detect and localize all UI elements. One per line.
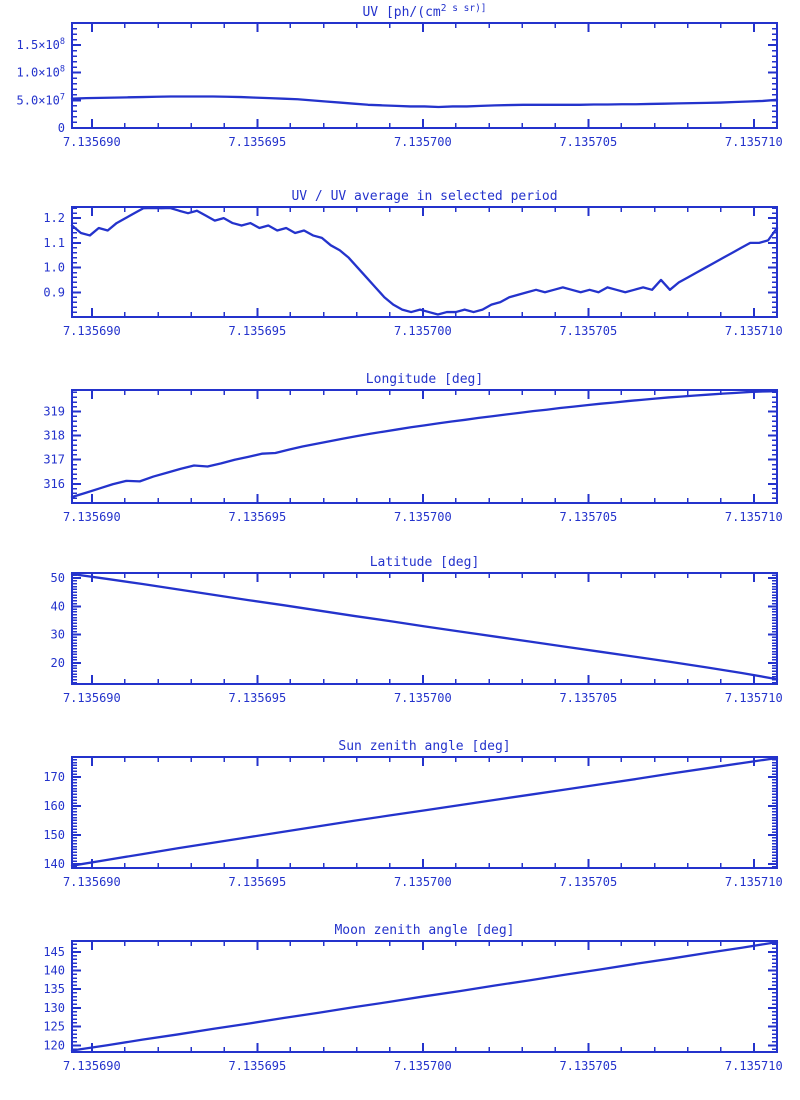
x-tick-label: 7.135690 bbox=[63, 875, 121, 889]
x-tick-label: 7.135710 bbox=[725, 510, 783, 524]
x-tick-label: 7.135695 bbox=[228, 691, 286, 705]
y-tick-label: 125 bbox=[43, 1020, 65, 1034]
x-tick-label: 7.135695 bbox=[228, 135, 286, 149]
y-tick-label: 318 bbox=[43, 429, 65, 443]
x-tick-label: 7.135695 bbox=[228, 1059, 286, 1073]
x-tick-label: 7.135700 bbox=[394, 691, 452, 705]
axis-frame bbox=[71, 389, 778, 504]
axis-frame bbox=[71, 756, 778, 869]
y-tick-label: 145 bbox=[43, 945, 65, 959]
data-line bbox=[70, 940, 779, 1052]
y-tick-label: 5.0×107 bbox=[17, 92, 65, 107]
chart-title: UV [ph/(cm2 s sr)] bbox=[362, 3, 486, 20]
y-tick-label: 319 bbox=[43, 405, 65, 419]
y-tick-label: 0 bbox=[58, 121, 65, 135]
y-tick-label: 150 bbox=[43, 828, 65, 842]
y-tick-label: 317 bbox=[43, 453, 65, 467]
y-tick-label: 1.0×108 bbox=[17, 65, 65, 80]
x-tick-label: 7.135690 bbox=[63, 691, 121, 705]
y-tick-label: 1.5×108 bbox=[17, 37, 65, 52]
x-tick-label: 7.135690 bbox=[63, 324, 121, 338]
y-tick-label: 20 bbox=[51, 656, 65, 670]
superscript: 7 bbox=[60, 92, 65, 102]
y-tick-label: 316 bbox=[43, 477, 65, 491]
y-tick-label: 160 bbox=[43, 799, 65, 813]
y-tick-label: 130 bbox=[43, 1001, 65, 1015]
y-tick-label: 170 bbox=[43, 770, 65, 784]
data-line bbox=[70, 390, 779, 499]
x-tick-label: 7.135705 bbox=[559, 691, 617, 705]
y-tick-label: 120 bbox=[43, 1038, 65, 1052]
y-tick-label: 0.9 bbox=[43, 285, 65, 299]
y-tick-label: 140 bbox=[43, 964, 65, 978]
axis-frame bbox=[71, 22, 778, 129]
chart-title: Moon zenith angle [deg] bbox=[334, 923, 514, 938]
superscript: 2 s sr)] bbox=[441, 3, 487, 14]
data-line bbox=[70, 206, 779, 316]
x-tick-label: 7.135705 bbox=[559, 1059, 617, 1073]
y-tick-label: 1.2 bbox=[43, 211, 65, 225]
y-tick-label: 1.0 bbox=[43, 261, 65, 275]
x-tick-label: 7.135705 bbox=[559, 510, 617, 524]
axis-frame bbox=[71, 206, 778, 318]
axis-frame bbox=[71, 572, 778, 685]
superscript: 8 bbox=[60, 37, 65, 47]
x-tick-label: 7.135705 bbox=[559, 324, 617, 338]
y-tick-label: 135 bbox=[43, 982, 65, 996]
x-tick-label: 7.135690 bbox=[63, 1059, 121, 1073]
x-tick-label: 7.135700 bbox=[394, 324, 452, 338]
x-tick-label: 7.135705 bbox=[559, 875, 617, 889]
x-tick-label: 7.135710 bbox=[725, 691, 783, 705]
x-tick-label: 7.135690 bbox=[63, 510, 121, 524]
x-tick-label: 7.135710 bbox=[725, 135, 783, 149]
x-tick-label: 7.135700 bbox=[394, 875, 452, 889]
y-tick-label: 1.1 bbox=[43, 236, 65, 250]
x-tick-label: 7.135700 bbox=[394, 510, 452, 524]
data-line bbox=[70, 95, 779, 109]
chart-title: Sun zenith angle [deg] bbox=[338, 739, 510, 754]
y-tick-label: 140 bbox=[43, 857, 65, 871]
superscript: 8 bbox=[60, 65, 65, 75]
chart-title: UV / UV average in selected period bbox=[291, 189, 557, 204]
axis-frame bbox=[71, 940, 778, 1053]
x-tick-label: 7.135695 bbox=[228, 510, 286, 524]
y-tick-label: 40 bbox=[51, 599, 65, 613]
x-tick-label: 7.135705 bbox=[559, 135, 617, 149]
data-line bbox=[70, 572, 779, 681]
x-tick-label: 7.135695 bbox=[228, 324, 286, 338]
x-tick-label: 7.135700 bbox=[394, 135, 452, 149]
x-tick-label: 7.135710 bbox=[725, 324, 783, 338]
chart-title: Latitude [deg] bbox=[370, 555, 480, 570]
x-tick-label: 7.135695 bbox=[228, 875, 286, 889]
y-tick-label: 30 bbox=[51, 628, 65, 642]
x-tick-label: 7.135690 bbox=[63, 135, 121, 149]
x-tick-label: 7.135710 bbox=[725, 1059, 783, 1073]
y-tick-label: 50 bbox=[51, 571, 65, 585]
x-tick-label: 7.135700 bbox=[394, 1059, 452, 1073]
data-line bbox=[70, 756, 779, 867]
chart-title: Longitude [deg] bbox=[366, 372, 483, 387]
x-tick-label: 7.135710 bbox=[725, 875, 783, 889]
